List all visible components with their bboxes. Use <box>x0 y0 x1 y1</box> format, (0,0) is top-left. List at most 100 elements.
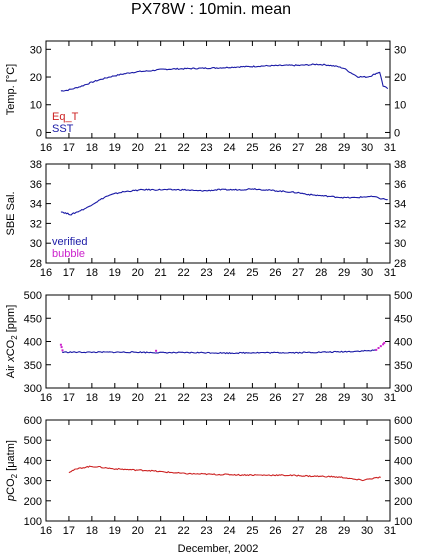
y-tick-label-left: 350 <box>24 360 42 372</box>
x-tick-label: 28 <box>315 525 327 537</box>
x-tick-label: 19 <box>109 267 121 279</box>
x-tick-label: 20 <box>132 525 144 537</box>
series-line <box>68 465 381 482</box>
series-point <box>382 343 385 346</box>
y-tick-label-left: 36 <box>30 179 42 191</box>
x-tick-label: 22 <box>177 142 189 154</box>
x-tick-label: 20 <box>132 267 144 279</box>
y-tick-label-right: 400 <box>394 455 412 467</box>
y-tick-label-left: 10 <box>30 100 42 112</box>
x-tick-label: 23 <box>200 142 212 154</box>
plot-frame <box>45 163 391 264</box>
x-tick-label: 18 <box>86 525 98 537</box>
y-tick-label-right: 100 <box>394 516 412 528</box>
x-tick-label: 21 <box>155 392 167 404</box>
series-point <box>377 347 380 350</box>
x-tick-label: 25 <box>246 525 258 537</box>
x-tick-label: 16 <box>40 267 52 279</box>
x-tick-label: 27 <box>292 525 304 537</box>
legend-entry: verified <box>52 236 87 248</box>
y-tick-label-left: 450 <box>24 313 42 325</box>
y-tick-label-right: 200 <box>394 496 412 508</box>
x-tick-label: 31 <box>384 142 396 154</box>
y-tick-label-left: 32 <box>30 218 42 230</box>
x-tick-label: 25 <box>246 267 258 279</box>
y-tick-label-left: 300 <box>24 476 42 488</box>
series-point <box>61 349 64 352</box>
x-tick-label: 29 <box>338 525 350 537</box>
y-tick-label-right: 38 <box>394 159 406 171</box>
y-tick-label-left: 20 <box>30 72 42 84</box>
x-tick-label: 27 <box>292 142 304 154</box>
x-tick-label: 25 <box>246 142 258 154</box>
y-tick-label-right: 350 <box>394 360 412 372</box>
y-axis-label: SBE Sal. <box>5 191 17 235</box>
x-tick-label: 23 <box>200 267 212 279</box>
x-tick-label: 29 <box>338 392 350 404</box>
x-tick-label: 17 <box>63 142 75 154</box>
y-tick-label-right: 20 <box>394 72 406 84</box>
x-tick-label: 30 <box>361 525 373 537</box>
x-tick-label: 30 <box>361 267 373 279</box>
x-tick-label: 26 <box>269 525 281 537</box>
x-tick-label: 31 <box>384 267 396 279</box>
y-tick-label-left: 34 <box>30 199 42 211</box>
y-tick-label-left: 500 <box>24 290 42 302</box>
x-tick-label: 22 <box>177 392 189 404</box>
series-point <box>155 349 158 352</box>
series-point <box>379 345 382 348</box>
x-tick-label: 18 <box>86 267 98 279</box>
x-tick-label: 21 <box>155 525 167 537</box>
legend-entry: SST <box>52 123 74 135</box>
x-tick-label: 18 <box>86 392 98 404</box>
x-tick-label: 27 <box>292 392 304 404</box>
y-tick-label-left: 100 <box>24 516 42 528</box>
y-tick-label-right: 30 <box>394 238 406 250</box>
y-tick-label-right: 600 <box>394 415 412 427</box>
series-point <box>383 341 386 344</box>
y-tick-label-left: 0 <box>36 127 42 139</box>
x-tick-label: 23 <box>200 392 212 404</box>
x-tick-label: 31 <box>384 525 396 537</box>
y-tick-label-left: 28 <box>30 258 42 270</box>
x-tick-label: 17 <box>63 392 75 404</box>
y-tick-label-right: 10 <box>394 100 406 112</box>
x-tick-label: 19 <box>109 525 121 537</box>
series-point <box>60 346 63 349</box>
series-line <box>60 63 389 92</box>
x-tick-label: 21 <box>155 267 167 279</box>
y-axis-label: Temp. [°C] <box>5 64 17 115</box>
x-tick-label: 23 <box>200 525 212 537</box>
y-tick-label-right: 300 <box>394 383 412 395</box>
x-tick-label: 25 <box>246 392 258 404</box>
figure-title: PX78W : 10min. mean <box>131 1 291 18</box>
y-tick-label-left: 500 <box>24 435 42 447</box>
y-axis-label: pCO2 [μatm] <box>5 440 19 502</box>
y-tick-label-right: 36 <box>394 179 406 191</box>
x-tick-label: 30 <box>361 142 373 154</box>
x-tick-label: 28 <box>315 267 327 279</box>
x-tick-label: 24 <box>223 267 235 279</box>
x-tick-label: 22 <box>177 525 189 537</box>
x-tick-label: 16 <box>40 525 52 537</box>
series-point <box>375 348 378 351</box>
x-tick-label: 26 <box>269 392 281 404</box>
x-tick-label: 24 <box>223 392 235 404</box>
y-tick-label-right: 300 <box>394 476 412 488</box>
x-tick-label: 24 <box>223 142 235 154</box>
plot-frame <box>45 40 391 139</box>
x-tick-label: 27 <box>292 267 304 279</box>
y-tick-label-right: 30 <box>394 44 406 56</box>
x-tick-label: 19 <box>109 392 121 404</box>
y-tick-label-right: 28 <box>394 258 406 270</box>
x-tick-label: 19 <box>109 142 121 154</box>
series-point <box>59 343 62 346</box>
panels: 16 17 18 19 20 21 22 23 24 25 26 27 28 29 30 31 0 0 10 10 20… <box>5 40 412 537</box>
y-tick-label-left: 30 <box>30 44 42 56</box>
x-tick-label: 16 <box>40 142 52 154</box>
x-tick-label: 31 <box>384 392 396 404</box>
y-tick-label-right: 32 <box>394 218 406 230</box>
